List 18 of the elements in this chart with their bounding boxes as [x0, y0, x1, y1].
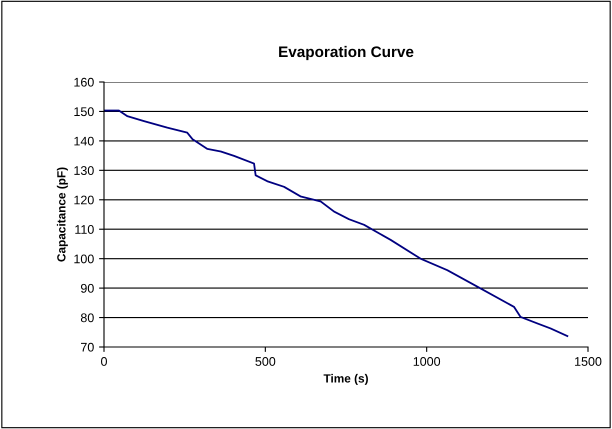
y-tick-label: 90 — [80, 284, 94, 293]
x-tick-label: 0 — [101, 357, 107, 366]
x-tick-label: 1500 — [575, 357, 602, 366]
y-tick-label: 120 — [74, 196, 94, 204]
line-series — [104, 110, 568, 338]
y-tick-label: 80 — [80, 313, 94, 322]
y-tick-label: 130 — [74, 166, 94, 175]
x-tick-label: 500 — [255, 357, 276, 366]
x-axis-title: Time (s) — [324, 374, 368, 385]
y-tick-label: 100 — [74, 254, 94, 264]
y-tick-label: 110 — [75, 225, 94, 234]
chart-title: Evaporation Curve — [279, 46, 414, 60]
x-tick-label: 1000 — [414, 357, 440, 366]
y-axis-title: Capacitance (pF) — [56, 168, 68, 262]
y-tick-label: 140 — [74, 136, 94, 146]
y-tick-label: 150 — [74, 107, 94, 116]
y-tick-label: 160 — [74, 78, 94, 87]
y-tick-label: 70 — [81, 342, 94, 352]
